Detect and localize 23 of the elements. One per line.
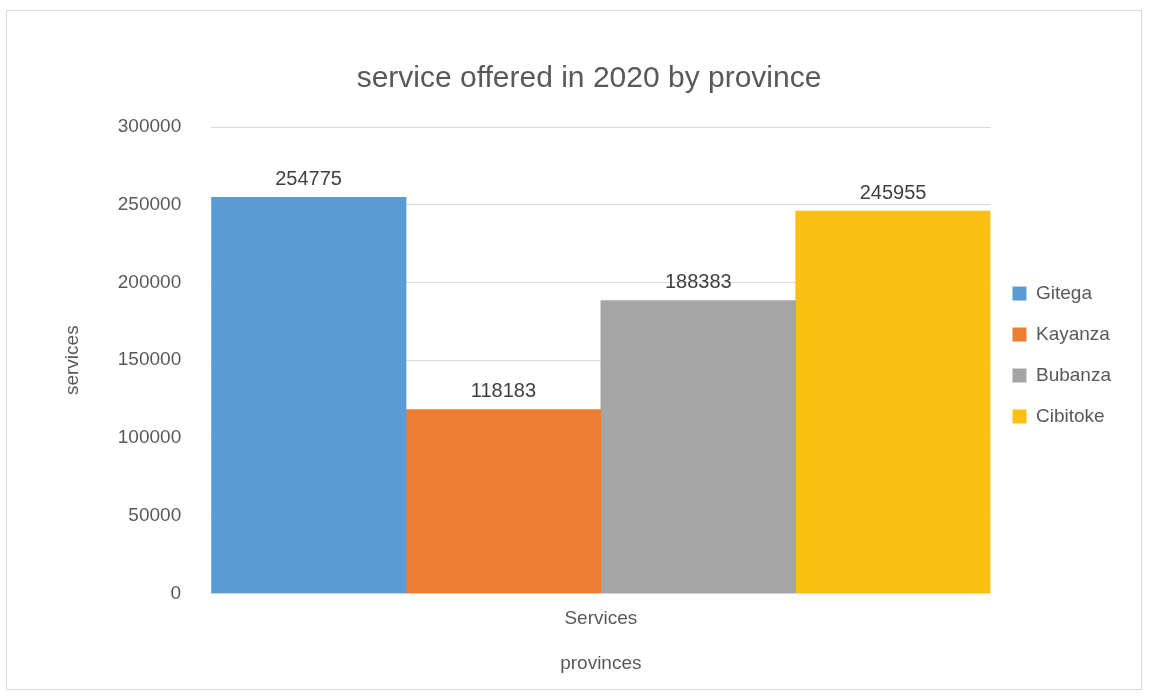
x-tick-label: Services [564, 607, 638, 629]
legend-label: Gitega [1035, 281, 1093, 303]
y-tick-label: 100000 [117, 426, 182, 448]
bar [600, 300, 796, 594]
data-label: 254775 [275, 166, 342, 189]
data-label: 188383 [664, 270, 732, 293]
data-label: 245955 [859, 180, 927, 203]
y-tick-label: 300000 [117, 115, 182, 137]
y-tick-label: 0 [170, 581, 182, 603]
legend-label: Kayanza [1035, 322, 1111, 344]
y-axis-title: services [60, 325, 82, 396]
bar [405, 409, 602, 594]
y-tick-label: 50000 [128, 503, 182, 525]
chart-title: service offered in 2020 by province [356, 60, 822, 94]
y-tick-label: 250000 [117, 192, 182, 214]
x-axis-title: provinces [560, 651, 642, 673]
bar [211, 196, 407, 594]
legend-label: Bubanza [1035, 363, 1112, 385]
y-tick-label: 150000 [117, 348, 182, 370]
y-tick-label: 200000 [117, 270, 182, 292]
legend-label: Cibitoke [1035, 404, 1105, 426]
bar [795, 210, 991, 594]
data-label: 118183 [470, 379, 537, 402]
